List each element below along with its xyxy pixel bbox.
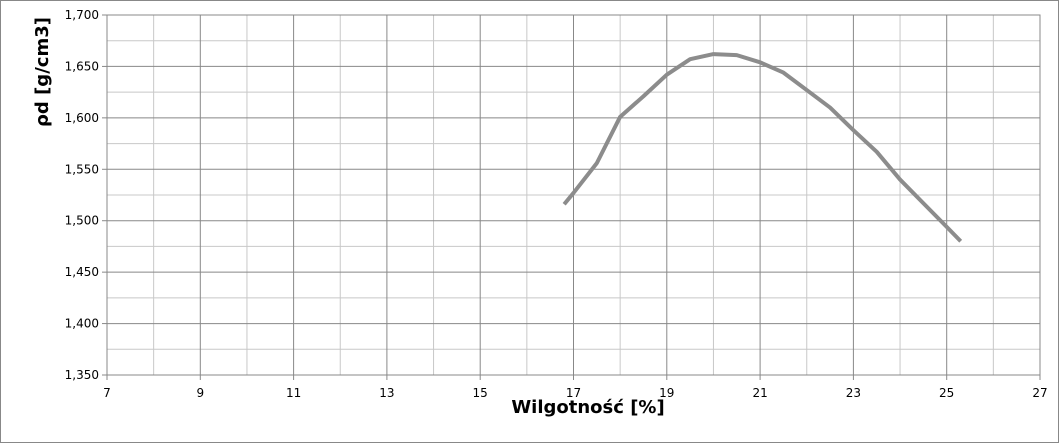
x-tick-label: 15 [473,386,488,400]
y-tick-label: 1,700 [65,8,99,22]
data-line [562,52,963,243]
x-tick-label: 25 [939,386,954,400]
x-tick-label: 23 [846,386,861,400]
x-tick-label: 11 [286,386,301,400]
x-tick-label: 27 [1032,386,1047,400]
x-tick-label: 7 [103,386,111,400]
x-axis-label: Wilgotność [%] [511,397,664,418]
y-tick-label: 1,450 [65,265,99,279]
x-tick-label: 19 [659,386,674,400]
y-tick-label: 1,500 [65,214,99,228]
y-tick-label: 1,600 [65,111,99,125]
plot-frame [106,14,1041,376]
y-tick-label: 1,400 [65,317,99,331]
y-tick-label: 1,650 [65,59,99,73]
y-tick-label: 1,350 [65,368,99,382]
y-tick-label: 1,550 [65,162,99,176]
x-tick-label: 21 [752,386,767,400]
y-axis-label: ρd [g/cm3] [32,17,53,127]
x-tick-label: 9 [196,386,204,400]
x-tick-label: 17 [566,386,581,400]
x-tick-label: 13 [379,386,394,400]
